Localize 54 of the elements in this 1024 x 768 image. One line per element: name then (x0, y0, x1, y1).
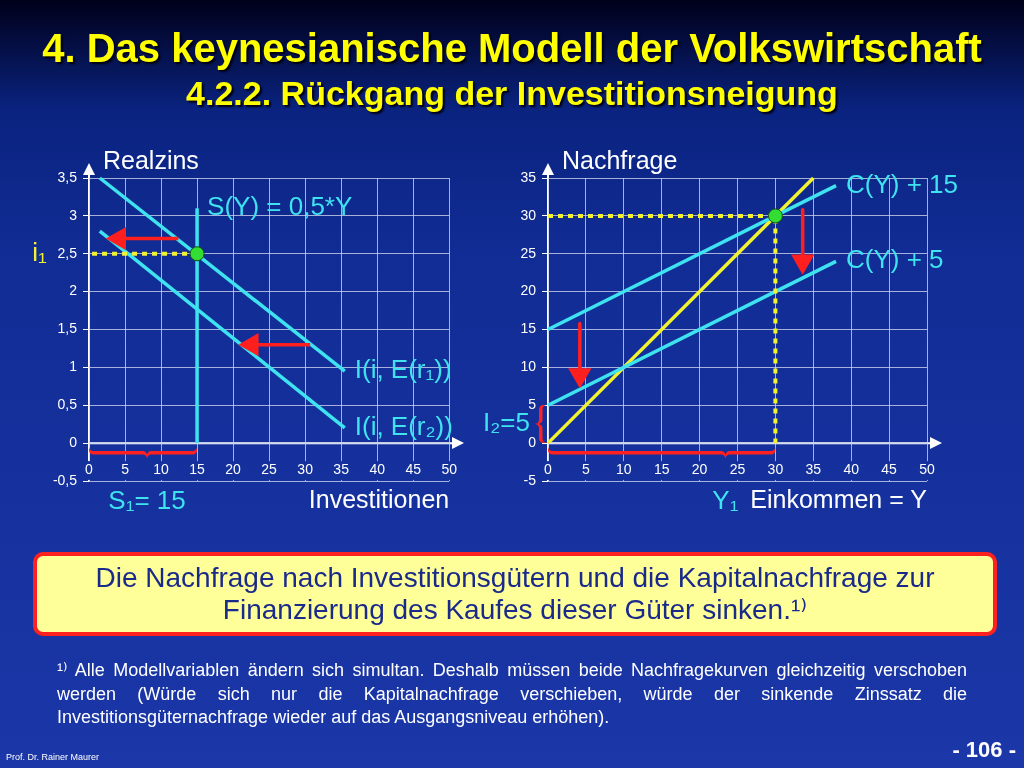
y-tick-label: 25 (520, 244, 537, 261)
y-tick-label: 35 (520, 168, 537, 185)
x-tick-label: 15 (189, 461, 206, 478)
chart-subtitle: 4.2.2. Rückgang der Investitionsneigung (186, 74, 838, 112)
x-tick-label: 40 (369, 461, 386, 478)
y-tick-label: 10 (520, 358, 537, 375)
y-tick-label: 2 (69, 282, 78, 299)
y-tick-label: 0,5 (57, 396, 78, 413)
x-tick-label: 20 (691, 461, 708, 478)
y-axis-title: Nachfrage (562, 146, 678, 174)
y-tick-label: 0 (528, 433, 537, 450)
x-tick-label: 5 (121, 461, 130, 478)
x-tick-label: 40 (843, 461, 860, 478)
x-axis-title: Investitionen (308, 485, 450, 513)
y-tick-label: 20 (520, 282, 537, 299)
y-tick-label: 3 (69, 206, 78, 223)
annotation: Y₁ (712, 485, 739, 516)
x-tick-label: 0 (544, 461, 553, 478)
x-tick-label: 5 (582, 461, 590, 478)
x-tick-label: 15 (653, 461, 670, 478)
x-tick-label: 50 (919, 461, 935, 478)
x-tick-label: 20 (225, 461, 242, 478)
x-tick-label: 50 (441, 461, 458, 478)
y-tick-label: 1 (69, 358, 78, 375)
text: Prof. Dr. Rainer Maurer (6, 752, 100, 763)
x-tick-label: 10 (616, 461, 632, 478)
y-tick-label: 2,5 (57, 244, 78, 261)
x-tick-label: 25 (261, 461, 278, 478)
y-tick-label: -5 (523, 471, 537, 488)
y-tick-label: 30 (520, 206, 537, 223)
x-tick-label: 10 (153, 461, 170, 478)
x-tick-label: 30 (297, 461, 314, 478)
annotation: S₁= 15 (108, 485, 186, 516)
y-tick-label: 1,5 (57, 320, 78, 337)
annotation: I₂=5 (483, 407, 530, 438)
text: - 106 - (952, 737, 1016, 762)
y-tick-label: 3,5 (57, 168, 78, 185)
x-tick-label: 25 (729, 461, 746, 478)
x-tick-label: 45 (881, 461, 898, 478)
y-axis-title: Realzins (103, 146, 199, 174)
x-tick-label: 35 (333, 461, 350, 478)
y-tick-label: 15 (520, 320, 537, 337)
x-tick-label: 30 (767, 461, 784, 478)
chart-title: 4. Das keynesianische Modell der Volkswirtschaft (42, 25, 982, 71)
y-tick-label: 0 (69, 433, 78, 450)
x-tick-label: 45 (405, 461, 422, 478)
x-tick-label: 35 (805, 461, 822, 478)
x-axis-title: Einkommen = Y (750, 485, 928, 513)
x-tick-label: 0 (85, 461, 94, 478)
callout-box: Die Nachfrage nach Investitionsgütern und die Kapitalnachfrage zur Finanzierung des Kaufes dieser Güter sinken.¹⁾ (33, 552, 997, 636)
y-tick-label: 5 (528, 396, 537, 413)
text: ¹⁾ Alle Modellvariablen ändern sich simultan. Deshalb müssen beide Nachfragekurven gleichzeitig verschoben werden (Würde sich nur die Kapitalnachfrage verschieben, würde der sinkende Zinssatz die Investitionsgüternachfrage wieder auf das Ausgangsniveau erhöhen). (57, 659, 967, 729)
y-tick-label: -0,5 (52, 471, 78, 488)
series-label: i₁ (32, 236, 48, 267)
